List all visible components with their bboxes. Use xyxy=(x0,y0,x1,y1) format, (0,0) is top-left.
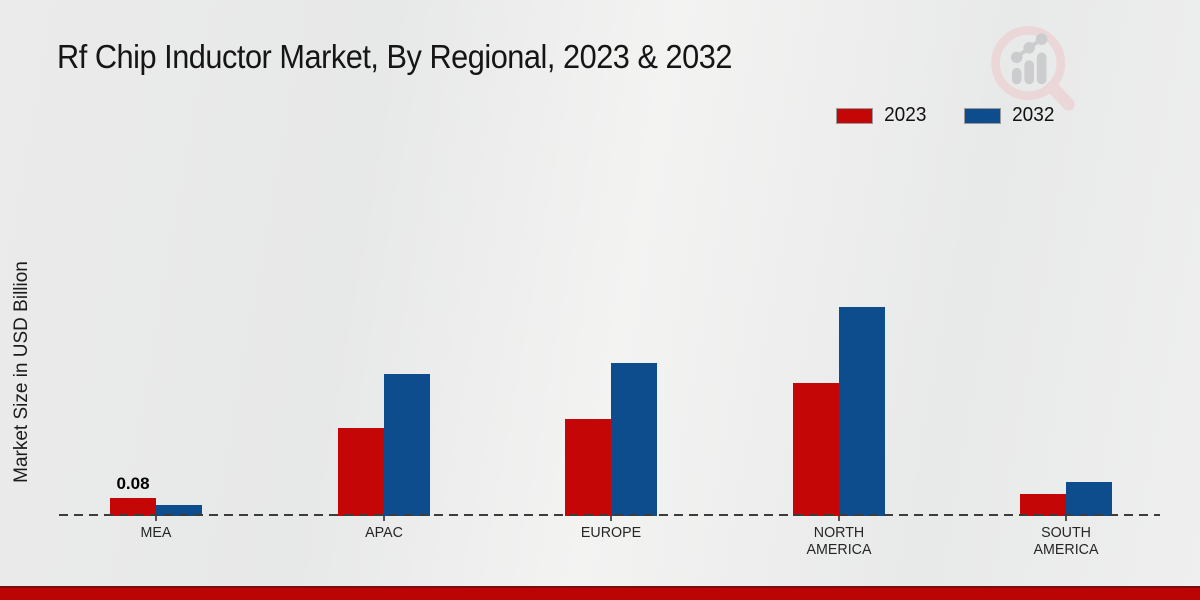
x-tick-europe xyxy=(610,516,612,521)
bar-2032-apac xyxy=(383,374,430,516)
bar-2023-mea xyxy=(110,498,156,516)
bar-2023-north-america xyxy=(792,383,839,516)
legend-item-2023: 2023 xyxy=(836,104,928,127)
footer-accent-strip xyxy=(0,586,1200,600)
bar-2032-south-america xyxy=(1066,482,1112,516)
category-label-apac: APAC xyxy=(364,524,403,541)
legend-swatch-2032 xyxy=(963,107,1001,124)
legend-swatch-2023 xyxy=(836,107,873,124)
category-label-mea: MEA xyxy=(140,524,172,541)
value-label-mea-2023: 0.08 xyxy=(116,474,150,493)
category-label-europe: EUROPE xyxy=(580,524,642,541)
bar-2023-europe xyxy=(565,419,611,516)
category-label-north-america: NORTH AMERICA xyxy=(806,524,871,558)
category-label-south-america: SOUTH AMERICA xyxy=(1033,524,1099,558)
x-tick-north-america xyxy=(837,516,840,521)
bar-2032-mea xyxy=(156,504,202,516)
legend-label-2032: 2032 xyxy=(1011,104,1054,126)
bar-2032-north-america xyxy=(838,306,885,516)
bar-2023-south-america xyxy=(1020,493,1066,516)
chart-title: Rf Chip Inductor Market, By Regional, 20… xyxy=(57,38,732,75)
legend-label-2023: 2023 xyxy=(884,104,927,126)
x-axis-baseline xyxy=(59,514,1160,516)
x-tick-mea xyxy=(155,516,157,521)
legend-item-2032: 2032 xyxy=(963,104,1056,127)
bar-2032-europe xyxy=(611,363,657,516)
brand-watermark-icon xyxy=(991,26,1075,111)
x-tick-south-america xyxy=(1065,516,1067,521)
bar-2023-apac xyxy=(337,428,384,516)
legend: 2023 2032 xyxy=(836,104,1055,127)
x-tick-apac xyxy=(382,516,385,521)
